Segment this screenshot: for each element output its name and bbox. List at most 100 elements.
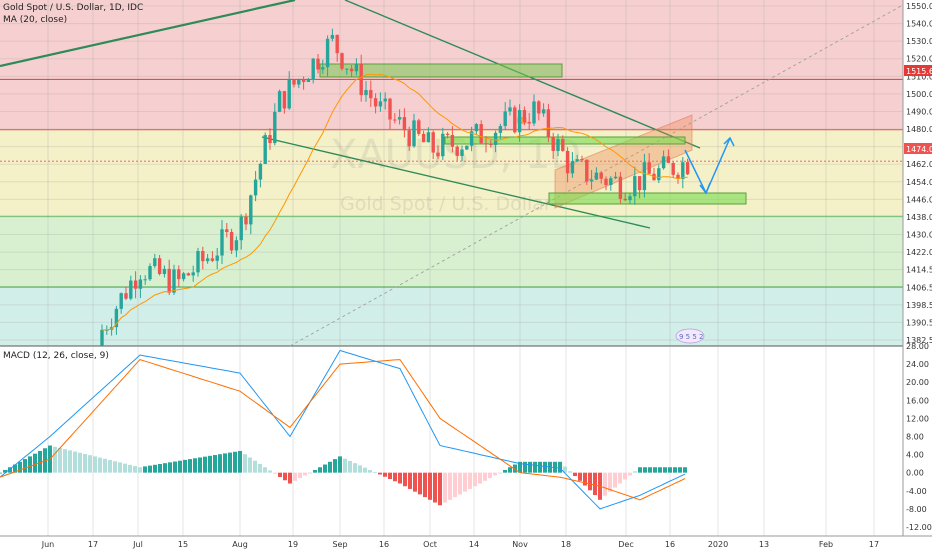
candle-body: [580, 159, 584, 161]
candle-body: [623, 198, 627, 201]
candle-body: [378, 101, 383, 107]
candle-body: [177, 269, 181, 280]
candle-body: [546, 109, 551, 137]
time-axis-bg: [0, 536, 932, 550]
time-tick-label: 17: [869, 540, 879, 549]
macd-hist-bar: [658, 467, 662, 473]
macd-hist-bar: [303, 472, 307, 476]
candle-body: [330, 35, 335, 39]
candle-body: [162, 268, 167, 274]
candle-body: [229, 231, 234, 251]
macd-hist-bar: [383, 472, 387, 477]
macd-hist-bar: [38, 450, 42, 473]
candle-body: [359, 63, 363, 96]
macd-hist-bar: [488, 472, 492, 479]
macd-hist-bar: [128, 464, 132, 473]
macd-hist-bar: [528, 461, 532, 473]
macd-hist-bar: [573, 472, 577, 477]
macd-hist-bar: [33, 453, 37, 473]
macd-hist-bar: [608, 472, 612, 492]
price-tick-label: 1398.50: [906, 301, 932, 310]
candle-body: [263, 135, 267, 164]
macd-hist-bar: [3, 469, 7, 473]
macd-hist-bar: [378, 472, 382, 475]
candle-body: [345, 68, 349, 70]
candle-body: [287, 79, 291, 109]
macd-hist-bar: [93, 456, 97, 473]
macd-tick-label: 12.00: [906, 414, 929, 423]
macd-hist-bar: [263, 467, 267, 473]
candle-body: [613, 176, 618, 179]
candle-body: [541, 109, 546, 114]
symbol-line[interactable]: Gold Spot / U.S. Dollar, 1D, IDC: [3, 3, 144, 13]
candle-body: [397, 117, 402, 120]
candle-body: [273, 111, 277, 144]
candle-body: [354, 63, 359, 72]
macd-hist-bar: [333, 459, 337, 473]
macd-hist-bar: [258, 463, 262, 473]
time-tick-label: 14: [469, 540, 479, 549]
candle-body: [517, 110, 522, 133]
macd-hist-bar: [503, 469, 507, 473]
candle-body: [268, 135, 272, 144]
macd-hist-bar: [408, 472, 412, 489]
macd-hist-bar: [313, 469, 317, 473]
candle-body: [527, 121, 531, 124]
macd-hist-bar: [393, 472, 397, 482]
macd-hist-bar: [483, 472, 487, 481]
macd-legend[interactable]: MACD (12, 26, close, 9): [3, 351, 109, 361]
candle-body: [191, 272, 195, 276]
ma-line[interactable]: MA (20, close): [3, 15, 68, 25]
price-tick-label: 1480.00: [906, 125, 932, 134]
macd-hist-bar: [468, 472, 472, 489]
macd-hist-bar: [188, 459, 192, 473]
macd-hist-bar: [88, 455, 92, 473]
price-tick-label: 1446.00: [906, 195, 932, 204]
candle-body: [100, 329, 104, 346]
macd-hist-bar: [513, 464, 517, 473]
candle-body: [513, 107, 517, 133]
macd-hist-bar: [163, 463, 167, 473]
candle-body: [618, 176, 623, 199]
macd-hist-bar: [328, 461, 332, 473]
price-tick-label: 1430.00: [906, 231, 932, 240]
time-tick-label: 19: [288, 540, 298, 549]
macd-hist-bar: [648, 467, 652, 473]
time-tick-label: 16: [665, 540, 675, 549]
signal-line: [0, 359, 686, 501]
macd-hist-bar: [458, 472, 462, 495]
time-tick-label: Feb: [819, 540, 833, 549]
macd-tick-label: 28.00: [906, 342, 929, 351]
macd-hist-bar: [103, 458, 107, 473]
candle-body: [129, 280, 133, 299]
macd-hist-bar: [238, 450, 242, 473]
macd-hist-bar: [568, 471, 572, 473]
macd-tick-label: 16.00: [906, 396, 929, 405]
candle-body: [585, 159, 589, 182]
candle-body: [201, 251, 205, 262]
candle-body: [349, 68, 354, 72]
candle-body: [234, 240, 239, 251]
candle-body: [364, 90, 368, 96]
candle-body: [637, 176, 642, 191]
ma-line: [102, 73, 688, 331]
macd-tick-label: -4.00: [906, 487, 927, 496]
macd-hist-bar: [578, 472, 582, 481]
candle-body: [181, 273, 186, 280]
candle-body: [575, 159, 579, 162]
macd-hist-bar: [133, 466, 137, 473]
candle-body: [561, 139, 565, 151]
time-tick-label: Jul: [132, 540, 143, 549]
price-tick-label: 1422.00: [906, 248, 932, 257]
macd-hist-bar: [193, 458, 197, 473]
candle-body: [407, 130, 411, 147]
macd-hist-bar: [433, 472, 437, 503]
macd-hist-bar: [253, 460, 257, 473]
candle-body: [642, 162, 647, 191]
macd-hist-bar: [533, 461, 537, 473]
candle-body: [609, 178, 613, 185]
macd-tick-label: 8.00: [906, 432, 924, 441]
projection-arrowhead-down: [699, 182, 711, 195]
